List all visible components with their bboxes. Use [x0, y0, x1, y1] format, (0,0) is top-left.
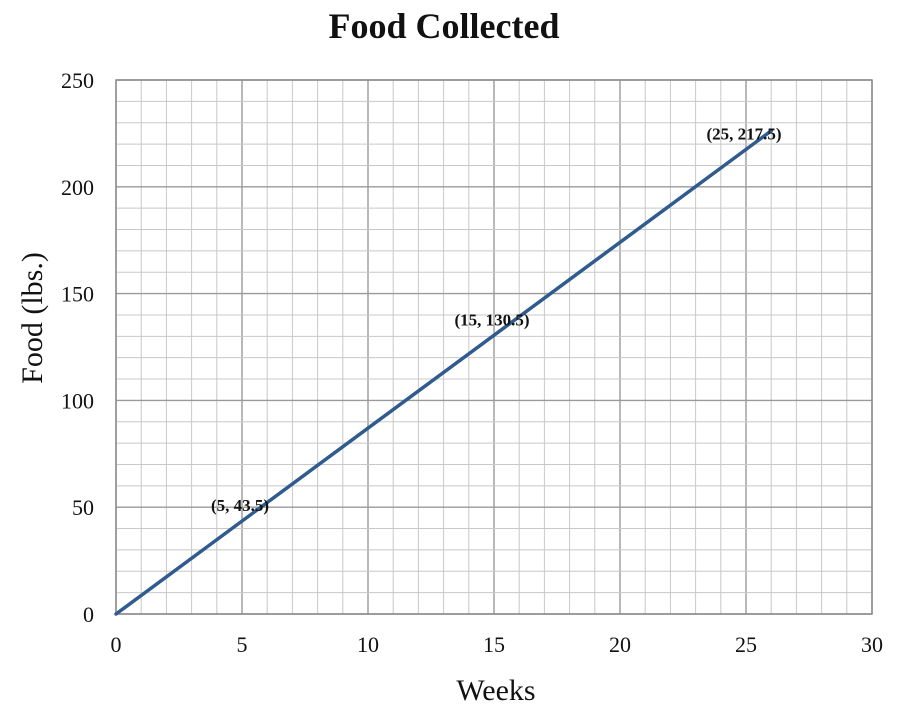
x-tick-label: 0	[111, 632, 122, 657]
x-tick-label: 25	[735, 632, 757, 657]
y-tick-label: 100	[61, 388, 94, 413]
y-tick-label: 250	[61, 68, 94, 93]
chart-title: Food Collected	[329, 6, 560, 46]
point-annotation: (5, 43.5)	[211, 496, 269, 515]
label-layer: (5, 43.5) (15, 130.5) (25, 217.5)	[211, 124, 782, 515]
x-tick-label: 30	[861, 632, 883, 657]
axis-layer: 0 5 10 15 20 25 30 0 50 100 150 200 250	[61, 68, 883, 657]
x-tick-label: 20	[609, 632, 631, 657]
y-tick-label: 50	[72, 495, 94, 520]
x-tick-label: 5	[237, 632, 248, 657]
series-layer	[114, 129, 773, 616]
y-axis-title: Food (lbs.)	[16, 252, 49, 384]
point-annotation: (15, 130.5)	[454, 310, 529, 329]
x-axis-title: Weeks	[456, 674, 535, 707]
plot-frame	[115, 79, 873, 615]
y-tick-label: 150	[61, 282, 94, 307]
x-tick-label: 10	[357, 632, 379, 657]
point-annotation: (25, 217.5)	[706, 124, 781, 143]
y-tick-label: 200	[61, 175, 94, 200]
series-line	[114, 129, 773, 616]
y-tick-label: 0	[83, 602, 94, 627]
grid-layer	[115, 79, 873, 615]
x-tick-label: 15	[483, 632, 505, 657]
